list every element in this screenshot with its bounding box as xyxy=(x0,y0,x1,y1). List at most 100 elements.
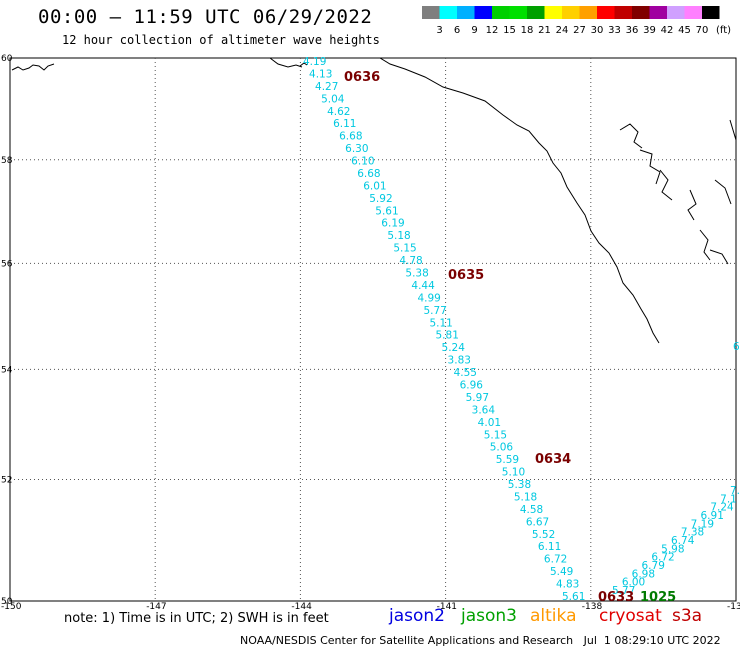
lon-label: -150 xyxy=(1,602,22,612)
swh-value: 6.00 xyxy=(622,577,645,589)
swh-value: 7.1 xyxy=(720,493,737,505)
legend-jason3: jason3 xyxy=(461,606,517,626)
swh-value: 4.62 xyxy=(327,106,350,118)
swh-value: 7.19 xyxy=(691,518,714,530)
swh-value: 5.97 xyxy=(466,392,489,404)
colorbar-label: 70 xyxy=(696,25,709,36)
colorbar-label: 15 xyxy=(503,25,516,36)
swh-value: 5.04 xyxy=(321,93,345,105)
swh-value: 6.01 xyxy=(363,180,386,192)
swh-value: 5.77 xyxy=(612,585,635,597)
colorbar-label: 30 xyxy=(591,25,604,36)
colorbar-swatch xyxy=(439,6,457,19)
swh-color-scale: 3 6 9 12 15 18 21 24 27 30 33 36 39 42 45 70 (ft) xyxy=(422,6,731,36)
lat-label: 52 xyxy=(1,475,12,485)
swh-value: 5.49 xyxy=(550,566,573,578)
colorbar-swatch xyxy=(579,6,597,19)
colorbar-swatch xyxy=(632,6,650,19)
swh-value: 6.11 xyxy=(333,118,356,130)
swh-value: 5.81 xyxy=(436,330,459,342)
swh-value: 7.38 xyxy=(681,527,704,539)
swh-value: 5.15 xyxy=(484,429,507,441)
colorbar-swatch xyxy=(614,6,632,19)
swh-value: 6.19 xyxy=(381,218,404,230)
swh-value: 5.06 xyxy=(490,442,514,454)
swh-value: 5.52 xyxy=(532,529,555,541)
swh-value: 3.64 xyxy=(472,404,496,416)
swh-value: 6.68 xyxy=(357,168,380,180)
map-title: 00:00 – 11:59 UTC 06/29/2022 xyxy=(38,6,373,28)
colorbar-label: 18 xyxy=(521,25,534,36)
swh-value: 4.01 xyxy=(478,417,501,429)
lon-label: -138 xyxy=(582,602,603,612)
swh-value: 6.74 xyxy=(671,535,695,547)
colorbar-unit: (ft) xyxy=(716,25,731,36)
colorbar-swatch xyxy=(422,6,440,19)
colorbar-label: 39 xyxy=(643,25,656,36)
map-frame xyxy=(9,57,737,602)
colorbar-label: 45 xyxy=(678,25,691,36)
swh-value: 6.11 xyxy=(538,541,561,553)
swh-value: 7.24 xyxy=(710,502,734,514)
swh-value: 6.96 xyxy=(460,379,484,391)
colorbar-swatch xyxy=(649,6,667,19)
swh-value: 4.99 xyxy=(417,292,440,304)
colorbar-label: 36 xyxy=(626,25,639,36)
swh-value: 4.27 xyxy=(315,81,338,93)
swh-value: 6.10 xyxy=(351,156,374,168)
pass-time-label: 0633 xyxy=(598,590,634,605)
legend-jason2: jason2 xyxy=(389,606,445,626)
swh-value: 5.77 xyxy=(423,305,446,317)
credit-line: NOAA/NESDIS Center for Satellite Applica… xyxy=(240,634,721,647)
lat-label: 50 xyxy=(1,597,13,607)
pass-time-label: 0636 xyxy=(344,70,380,85)
swh-value: 4.78 xyxy=(399,255,422,267)
swh-value: 5.18 xyxy=(514,491,537,503)
colorbar-swatch xyxy=(562,6,580,19)
swh-value: 5.98 xyxy=(661,543,684,555)
colorbar-swatch xyxy=(474,6,492,19)
swh-value: 5.61 xyxy=(562,591,585,603)
colorbar-label: 9 xyxy=(471,25,477,36)
swh-value: 5.38 xyxy=(405,268,428,280)
lat-label: 54 xyxy=(1,365,13,375)
swh-value: 5.61 xyxy=(375,205,398,217)
swh-value: 6.91 xyxy=(701,510,724,522)
swh-value: 5.38 xyxy=(508,479,531,491)
colorbar-label: 42 xyxy=(661,25,674,36)
colorbar-swatch xyxy=(597,6,615,19)
graticule xyxy=(10,58,736,601)
swh-value: 3.83 xyxy=(448,355,471,367)
swh-value: 5.15 xyxy=(393,243,416,255)
colorbar-swatch xyxy=(667,6,685,19)
footer-note: note: 1) Time is in UTC; 2) SWH is in fe… xyxy=(64,611,329,626)
swh-value: 6.98 xyxy=(632,568,655,580)
swh-value: 4.83 xyxy=(556,579,579,591)
colorbar-label: 27 xyxy=(573,25,586,36)
colorbar-label: 12 xyxy=(486,25,499,36)
swh-value: 5.18 xyxy=(387,230,410,242)
colorbar-swatch xyxy=(527,6,545,19)
colorbar-label: 3 xyxy=(436,25,442,36)
coastline-gulf-of-alaska xyxy=(269,57,660,344)
swh-value: 5.11 xyxy=(429,317,452,329)
coastline-panhandle-islands xyxy=(619,119,737,265)
map-subtitle: 12 hour collection of altimeter wave hei… xyxy=(62,33,380,47)
pass-time-label: 1025 xyxy=(640,590,676,605)
legend-cryosat: cryosat xyxy=(599,606,662,626)
lat-label: 58 xyxy=(1,156,13,166)
swh-value: 6.30 xyxy=(345,143,368,155)
colorbar-swatch xyxy=(492,6,510,19)
lat-label: 56 xyxy=(1,259,13,269)
colorbar-label: 21 xyxy=(538,25,551,36)
swh-value: 5.24 xyxy=(442,342,466,354)
colorbar-swatch xyxy=(509,6,527,19)
swh-value: 4.19 xyxy=(303,56,326,68)
pass-time-label: 0634 xyxy=(535,452,571,467)
swh-track-east: 5.776.006.986.796.725.986.747.387.196.91… xyxy=(612,341,740,597)
swh-value: 4.55 xyxy=(454,367,477,379)
coastline xyxy=(11,57,737,344)
swh-value: 5.59 xyxy=(496,454,519,466)
swh-value: 5.92 xyxy=(369,193,392,205)
